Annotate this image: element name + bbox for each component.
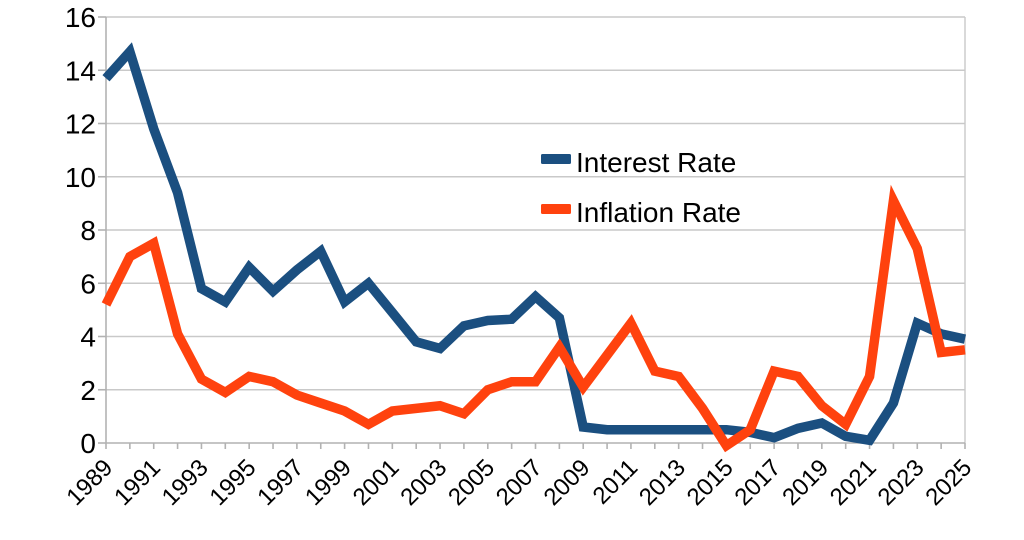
legend-label-inflation-rate: Inflation Rate: [576, 197, 741, 228]
gridlines: [106, 16, 966, 443]
legend-swatch-interest-rate: [541, 154, 571, 164]
y-tick-label: 12: [65, 109, 96, 140]
legend: Interest Rate Inflation Rate: [541, 147, 741, 228]
y-tick-label: 8: [80, 215, 96, 246]
y-tick-label: 10: [65, 162, 96, 193]
series-line-interest-rate: [102, 42, 967, 446]
series-line-inflation-rate: [101, 184, 966, 453]
y-tick-label: 14: [65, 55, 96, 86]
y-tick-label: 4: [80, 322, 96, 353]
y-tick-label: 2: [80, 375, 96, 406]
y-axis: 0 2 4 6 8 10 12 14 16: [65, 2, 106, 459]
legend-swatch-inflation-rate: [541, 204, 571, 214]
legend-label-interest-rate: Interest Rate: [576, 147, 736, 178]
y-tick-label: 16: [65, 2, 96, 33]
y-tick-label: 0: [80, 428, 96, 459]
y-tick-label: 6: [80, 268, 96, 299]
